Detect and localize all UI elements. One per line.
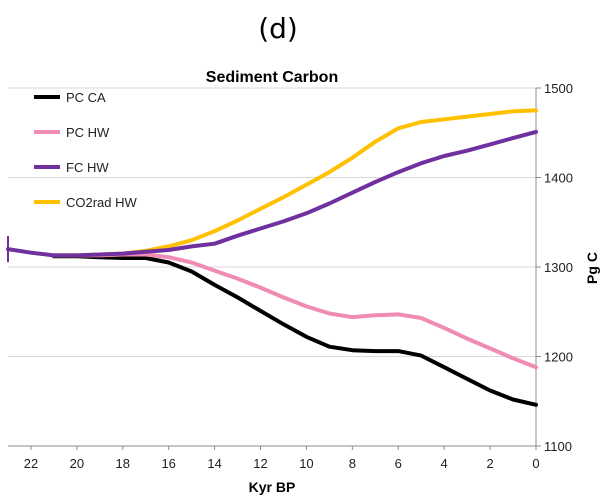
y-tick-label: 1100 bbox=[544, 439, 572, 454]
y-axis-title: Pg C bbox=[584, 252, 600, 284]
series-line-pc-hw bbox=[51, 252, 538, 370]
legend: PC CA PC HW FC HW CO2rad HW bbox=[34, 90, 138, 210]
y-tick-label: 1400 bbox=[544, 171, 573, 186]
x-tick-label: 0 bbox=[532, 456, 539, 471]
y-tick-label: 1200 bbox=[544, 350, 573, 365]
x-tick-label: 10 bbox=[299, 456, 313, 471]
x-axis-title: Kyr BP bbox=[249, 479, 296, 495]
series-lines bbox=[6, 108, 538, 407]
series-line-pc-ca bbox=[51, 254, 538, 407]
chart-title: Sediment Carbon bbox=[206, 69, 338, 86]
series-line-fc-hw bbox=[6, 129, 538, 258]
x-tick-label: 20 bbox=[70, 456, 84, 471]
series-line-co2rad-hw bbox=[51, 108, 538, 258]
panel-label: (d) bbox=[258, 12, 298, 45]
y-tick-label: 1500 bbox=[544, 81, 573, 96]
x-tick-label: 16 bbox=[161, 456, 175, 471]
x-tick-label: 14 bbox=[207, 456, 221, 471]
x-tick-label: 22 bbox=[24, 456, 38, 471]
x-tick-label: 6 bbox=[395, 456, 402, 471]
gridlines bbox=[8, 87, 536, 357]
x-tick-label: 12 bbox=[253, 456, 267, 471]
legend-label-pc-ca: PC CA bbox=[66, 90, 106, 105]
legend-label-pc-hw: PC HW bbox=[66, 125, 110, 140]
y-tick-label: 1300 bbox=[544, 260, 573, 275]
x-tick-label: 2 bbox=[486, 456, 493, 471]
x-tick-label: 8 bbox=[349, 456, 356, 471]
legend-label-fc-hw: FC HW bbox=[66, 160, 109, 175]
x-tick-label: 18 bbox=[116, 456, 130, 471]
legend-label-co2rad-hw: CO2rad HW bbox=[66, 195, 138, 210]
x-tick-label: 4 bbox=[441, 456, 448, 471]
